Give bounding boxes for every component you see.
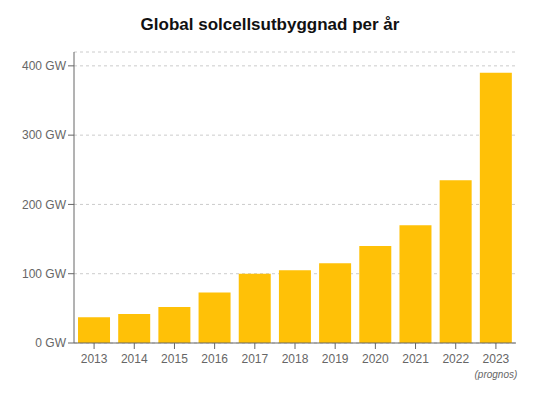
- svg-text:0 GW: 0 GW: [35, 336, 66, 350]
- svg-text:2017: 2017: [241, 352, 268, 366]
- svg-text:2020: 2020: [362, 352, 389, 366]
- svg-text:(prognos): (prognos): [475, 369, 518, 380]
- svg-text:200 GW: 200 GW: [22, 198, 67, 212]
- svg-text:2019: 2019: [322, 352, 349, 366]
- svg-text:2013: 2013: [81, 352, 108, 366]
- svg-text:400 GW: 400 GW: [22, 59, 67, 73]
- html-text:Global solcellsutbyggnad per å: Global solcellsutbyggnad per år: [140, 15, 400, 34]
- svg-text:2014: 2014: [121, 352, 148, 366]
- svg-text:300 GW: 300 GW: [22, 128, 67, 142]
- svg-text:2023: 2023: [483, 352, 510, 366]
- svg-text:2015: 2015: [161, 352, 188, 366]
- svg-text:2021: 2021: [402, 352, 429, 366]
- svg-text:2018: 2018: [282, 352, 309, 366]
- svg-text:2022: 2022: [442, 352, 469, 366]
- svg-text:2016: 2016: [201, 352, 228, 366]
- svg-text:100 GW: 100 GW: [22, 267, 67, 281]
